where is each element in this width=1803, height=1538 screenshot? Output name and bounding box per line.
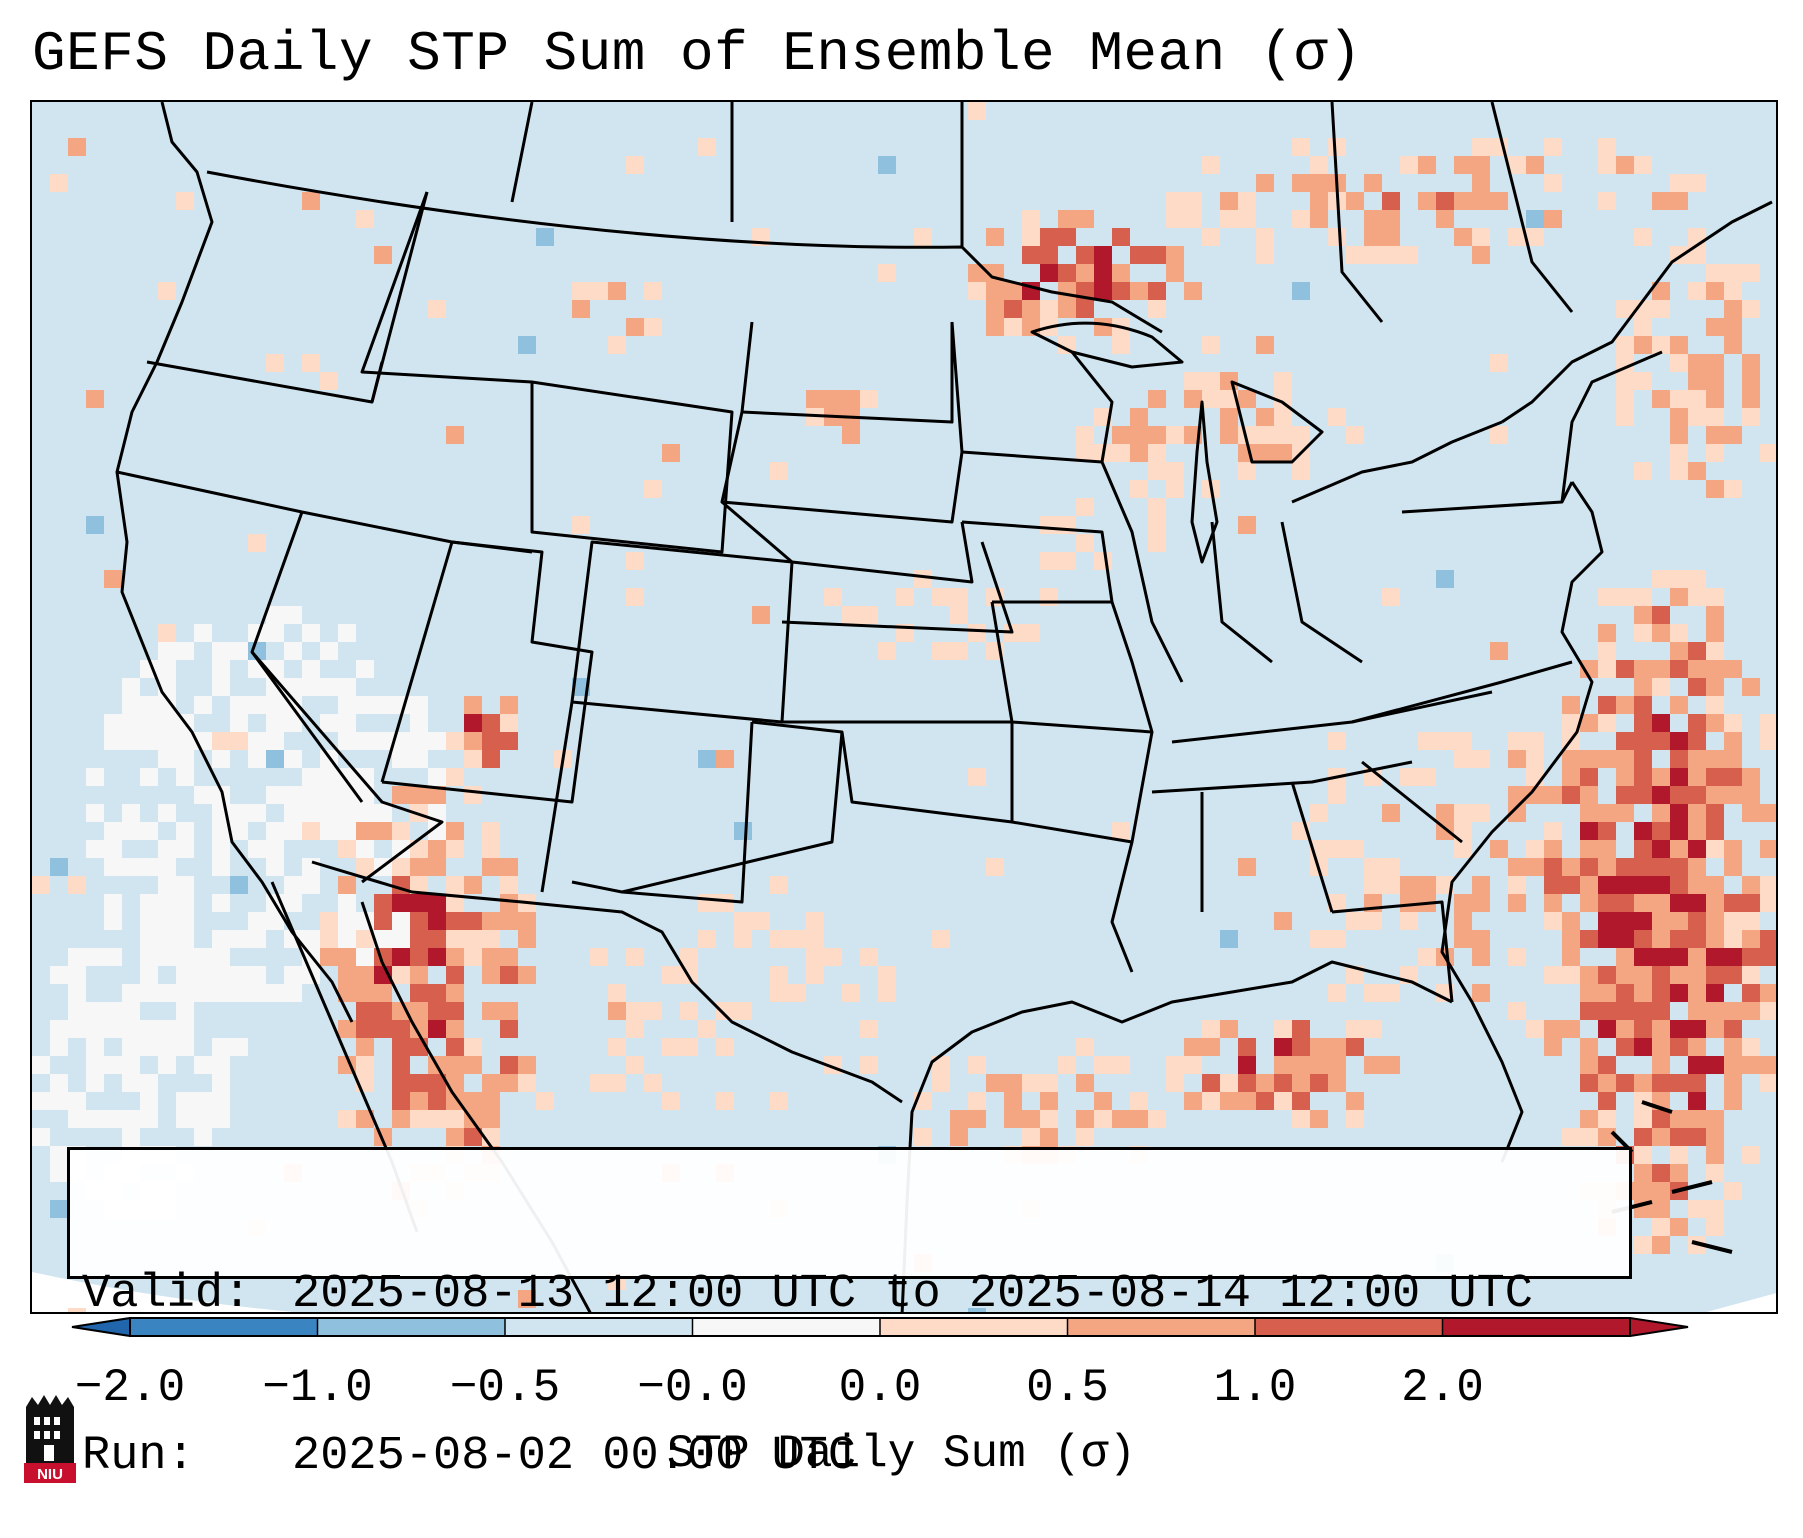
- texas-panhandle: [621, 731, 844, 894]
- valid-time-box: Valid: 2025-08-13 12:00 UTC to 2025-08-14…: [67, 1147, 1632, 1483]
- colorbar-segment: [130, 1318, 318, 1336]
- canada-prov-4: [1330, 102, 1384, 323]
- colorbar-segment: [1255, 1318, 1443, 1336]
- pacific-coastline: [115, 102, 354, 1023]
- new-england: [1560, 350, 1663, 503]
- new-mexico-box: [571, 721, 754, 904]
- colorbar-tick-label: −2.0: [74, 1362, 186, 1414]
- run-label: Run:: [82, 1430, 195, 1483]
- map-svg: [32, 102, 1776, 1312]
- colorbar-tick-label: 0.0: [838, 1362, 922, 1414]
- valid-line: Valid: 2025-08-13 12:00 UTC to 2025-08-14…: [82, 1268, 1617, 1322]
- atlantic-coastline: [1440, 200, 1773, 1163]
- quebec-coast: [1490, 102, 1574, 313]
- valid-label: Valid:: [82, 1268, 252, 1321]
- iowa-mo-line: [961, 520, 1114, 604]
- or-ca-line: [116, 470, 303, 514]
- colorbar-tick-label: 1.0: [1213, 1362, 1297, 1414]
- lakes-erie-ontario: [1291, 420, 1503, 504]
- arizona-east: [540, 701, 574, 893]
- valid-value: 2025-08-13 12:00 UTC to 2025-08-14 12:00…: [292, 1268, 1534, 1321]
- oh-pa-line: [1280, 521, 1363, 664]
- id-mt-line: [370, 191, 429, 403]
- colorbar-label: STP Daily Sum (σ): [666, 1428, 1137, 1480]
- run-line: Run: 2025-08-02 00:00 UTC: [82, 1430, 1617, 1484]
- il-in-line: [1100, 461, 1184, 683]
- mexico-border: [311, 860, 903, 1104]
- ne-ks-line: [721, 500, 974, 584]
- ga-sc-line: [1361, 760, 1463, 844]
- canada-prov-1: [510, 102, 534, 203]
- state-borders: [115, 102, 1773, 1312]
- colorbar-tick-label: −0.0: [637, 1362, 748, 1414]
- in-oh-line: [1210, 521, 1273, 664]
- la-ms-line: [1110, 841, 1134, 973]
- montana-south: [360, 191, 533, 384]
- lake-superior: [1030, 321, 1184, 369]
- niu-logo-text: NIU: [37, 1466, 63, 1483]
- colorbar-extend-low: [71, 1317, 131, 1337]
- nevada-east: [380, 541, 454, 783]
- colorbar-tick-label: −0.5: [449, 1362, 561, 1414]
- lake-huron: [1230, 380, 1324, 464]
- map-title: GEFS Daily STP Sum of Ensemble Mean (σ): [32, 22, 1363, 86]
- projection-edge-left: [32, 1272, 294, 1312]
- ga-fl-line: [1331, 900, 1454, 1003]
- tn-south: [1151, 760, 1413, 794]
- ks-ok-line: [781, 541, 1014, 634]
- wyoming-box: [530, 380, 734, 554]
- projection-edge-right: [1706, 1293, 1776, 1312]
- colorbar-segment: [1067, 1318, 1255, 1336]
- colorbar-segment: [692, 1318, 880, 1336]
- map-panel[interactable]: [30, 100, 1778, 1314]
- colorbar-tick-label: 0.5: [1026, 1362, 1109, 1414]
- colorbar-tick-label: 2.0: [1401, 1362, 1484, 1414]
- sd-ne-line: [720, 411, 964, 524]
- lake-michigan: [1190, 400, 1219, 564]
- ca-nv-line: [250, 651, 444, 884]
- colorbar-segment: [317, 1318, 505, 1336]
- utah-box: [381, 540, 594, 804]
- run-value: 2025-08-02 00:00 UTC: [292, 1430, 857, 1483]
- canada-border: [206, 170, 1163, 334]
- colorbar-segment: [505, 1318, 693, 1336]
- colorbar: [71, 1317, 1689, 1337]
- niu-logo: NIU: [24, 1395, 76, 1483]
- colorbar-tick-label: −1.0: [262, 1362, 373, 1414]
- colorbar-segment: [1442, 1318, 1630, 1336]
- map-background: [32, 102, 1776, 1312]
- colorbar-extend-high: [1629, 1317, 1689, 1337]
- stp-anomaly-shading: [32, 102, 1776, 1312]
- gulf-coastline: [900, 960, 1453, 1312]
- dakotas-line: [740, 321, 954, 424]
- va-nc-line: [1351, 660, 1573, 724]
- al-ga-line: [1290, 781, 1334, 913]
- colorbar-segment: [880, 1318, 1068, 1336]
